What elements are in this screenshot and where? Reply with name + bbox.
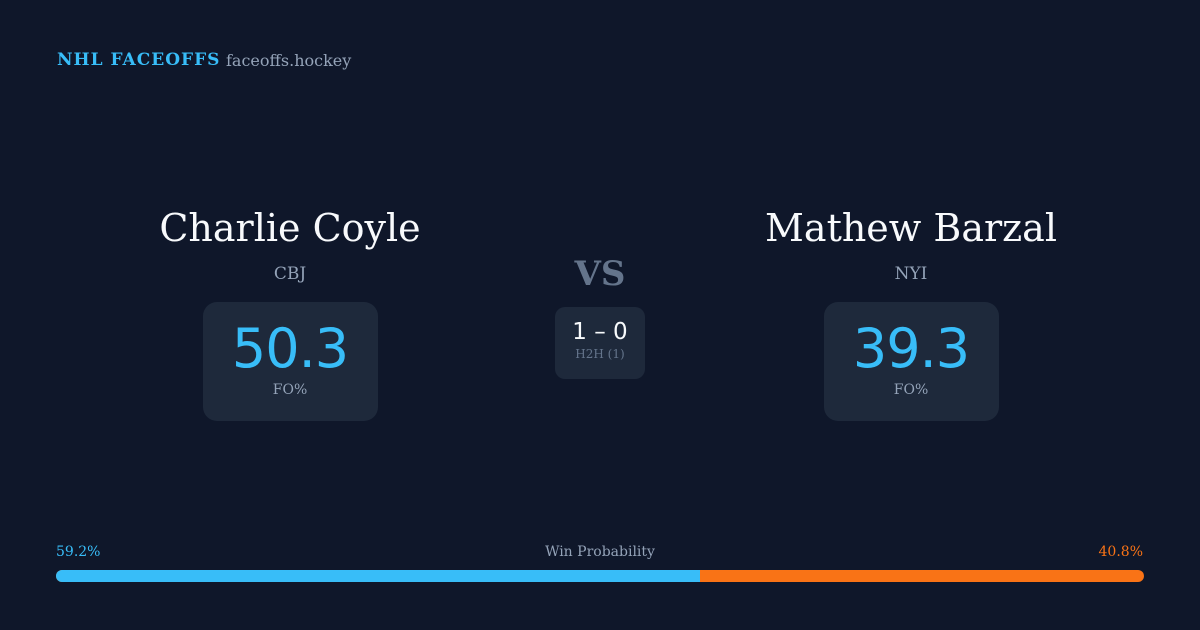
win-probability-fill-left [56, 570, 701, 582]
faceoff-label: FO% [272, 382, 308, 398]
win-prob-right: 40.8% [1098, 544, 1143, 560]
h2h-score: 1 – 0 [572, 319, 628, 345]
vs-label: VS [574, 254, 626, 294]
player-name: Charlie Coyle [159, 206, 421, 250]
player-team: CBJ [273, 264, 307, 284]
player-team: NYI [894, 264, 928, 284]
win-probability-bar [56, 570, 1144, 582]
faceoff-card: 39.3 FO% [823, 302, 999, 421]
h2h-label: H2H (1) [575, 347, 625, 361]
faceoff-pct: 39.3 [852, 317, 970, 380]
faceoff-label: FO% [893, 382, 929, 398]
faceoff-card: 50.3 FO% [202, 302, 378, 421]
h2h-card: 1 – 0 H2H (1) [555, 307, 645, 379]
win-prob-left: 59.2% [56, 544, 101, 560]
player-name: Mathew Barzal [765, 206, 1057, 250]
brand-title: NHL FACEOFFS [57, 50, 221, 70]
faceoff-pct: 50.3 [231, 317, 349, 380]
win-prob-label: Win Probability [545, 544, 655, 560]
player-left: Charlie Coyle CBJ 50.3 FO% [90, 206, 490, 421]
site-domain: faceoffs.hockey [226, 51, 352, 70]
player-right: Mathew Barzal NYI 39.3 FO% [711, 206, 1111, 421]
